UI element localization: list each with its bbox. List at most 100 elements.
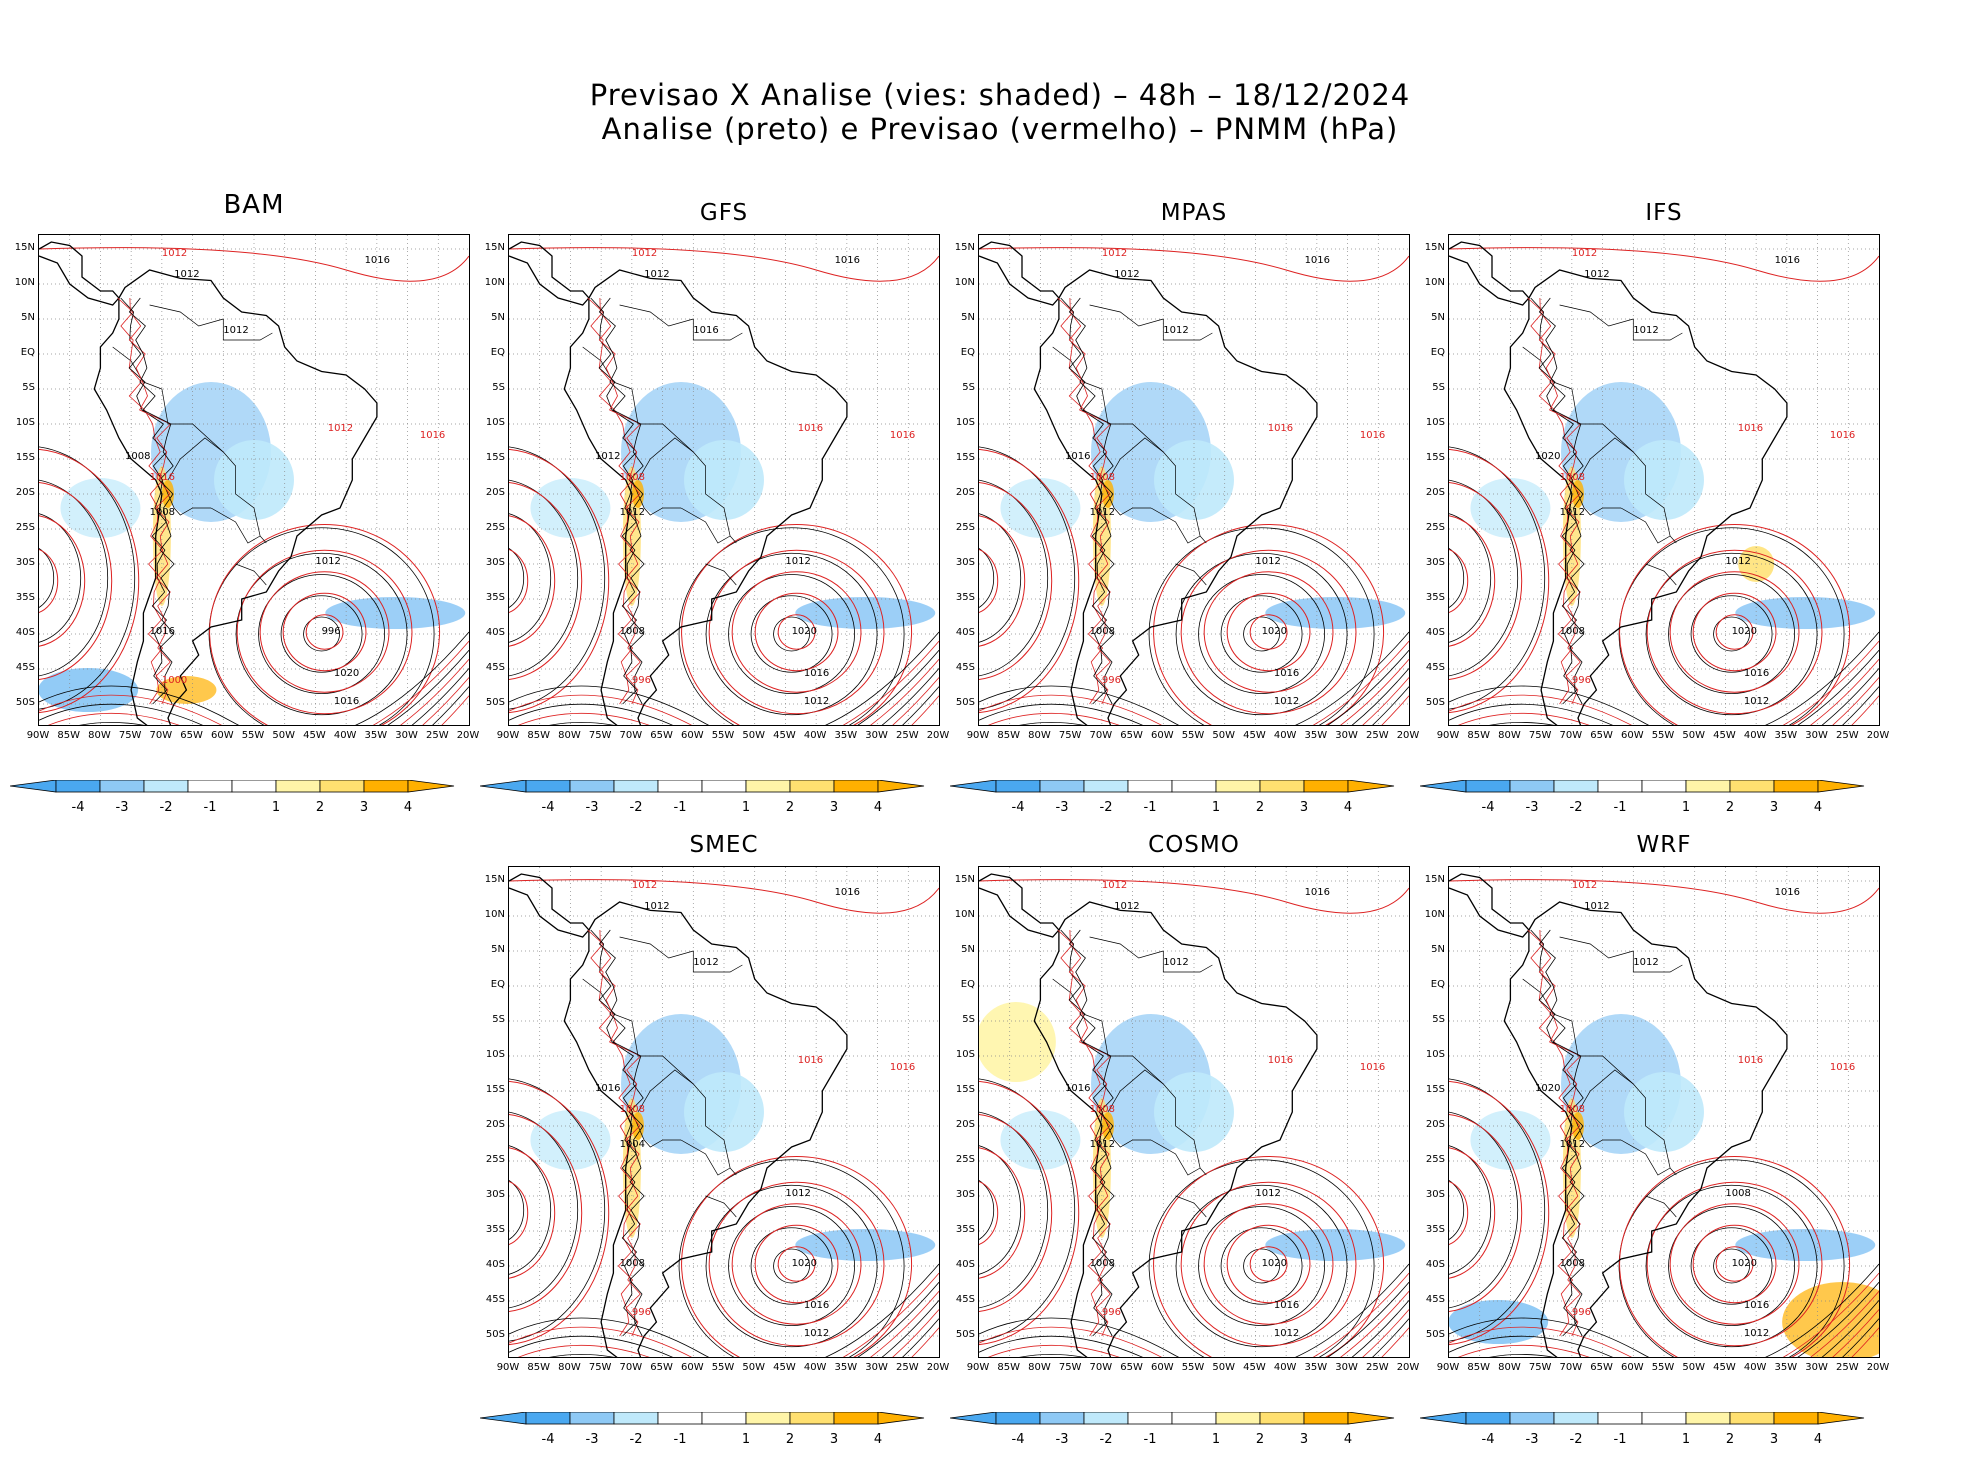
lat-tick-label: 30S bbox=[1425, 557, 1445, 568]
isobar-label: 1016 bbox=[1830, 430, 1855, 441]
lon-tick-label: 80W bbox=[558, 1362, 581, 1373]
colorbar-label: -3 bbox=[585, 800, 599, 815]
colorbar-swatch bbox=[1465, 779, 1511, 793]
colorbar-label: 3 bbox=[829, 1432, 839, 1447]
pressure-map: 1012 1016 1012 1016 1012 1008 1012 1016 1008 996 1… bbox=[508, 234, 940, 726]
lon-tick-label: 65W bbox=[650, 1362, 673, 1373]
colorbar-swatch bbox=[1259, 1411, 1305, 1425]
isobar-label: 1016 bbox=[835, 887, 860, 898]
lat-tick-label: 50S bbox=[485, 1329, 505, 1340]
colorbar-swatch bbox=[613, 779, 659, 793]
colorbar-swatch bbox=[1215, 779, 1261, 793]
model-panel-smec: SMEC 15N 10N 5N EQ 5S 10S 15S 20S 25S 30S 35S 40S 45S… bbox=[470, 832, 950, 1472]
lat-tick-label: 25S bbox=[955, 1154, 975, 1165]
lon-tick-label: 75W bbox=[1058, 1362, 1082, 1373]
lon-tick-label: 45W bbox=[303, 730, 326, 741]
lon-tick-label: 20W bbox=[1396, 730, 1420, 741]
country-border bbox=[1150, 1139, 1201, 1176]
colorbar-label: 1 bbox=[741, 1432, 751, 1447]
lon-tick-label: 60W bbox=[1150, 1362, 1174, 1373]
figure-title-line2: Analise (preto) e Previsao (vermelho) – … bbox=[601, 112, 1399, 146]
colorbar-label: -4 bbox=[1481, 800, 1495, 815]
negative-bias-area bbox=[1265, 597, 1406, 629]
isobar-label: 1012 bbox=[1163, 325, 1188, 336]
colorbar-swatch bbox=[569, 779, 615, 793]
colorbar-swatch bbox=[1553, 1411, 1599, 1425]
lon-tick-label: 20W bbox=[926, 730, 950, 741]
negative-bias-area bbox=[60, 478, 141, 538]
colorbar-label: 3 bbox=[1299, 800, 1309, 815]
lon-tick-label: 20W bbox=[1866, 1362, 1890, 1373]
lat-tick-label: 10N bbox=[1424, 909, 1445, 920]
negative-bias-area bbox=[795, 1229, 936, 1261]
lon-tick-label: 50W bbox=[272, 730, 296, 741]
lat-tick-label: 5N bbox=[491, 312, 505, 323]
isobar-label: 1012 bbox=[632, 248, 657, 259]
isobar-label: 1020 bbox=[792, 626, 817, 637]
lat-tick-label: 50S bbox=[1425, 1329, 1445, 1340]
colorbar-label: -1 bbox=[1143, 1432, 1157, 1447]
isobar-label: 1016 bbox=[1830, 1062, 1855, 1073]
country-border bbox=[1107, 437, 1164, 481]
lat-tick-label: 10N bbox=[954, 277, 975, 288]
negative-bias-area bbox=[530, 478, 611, 538]
isobar-label: 1008 bbox=[1560, 1258, 1585, 1269]
country-border bbox=[705, 563, 737, 586]
lat-tick-label: 15S bbox=[1425, 1084, 1445, 1095]
lat-tick-label: 15S bbox=[485, 452, 505, 463]
isobar-label: 996 bbox=[632, 675, 651, 686]
lat-tick-label: 35S bbox=[15, 592, 35, 603]
central-america-coastline bbox=[979, 241, 1060, 306]
isobar-label: 1016 bbox=[1775, 255, 1800, 266]
lon-tick-label: 35W bbox=[1774, 730, 1798, 741]
bias-colorbar: -4 -3 -2 -1 1 2 3 4 bbox=[479, 779, 950, 820]
country-border bbox=[680, 1139, 731, 1176]
isobar-label: 1020 bbox=[792, 1258, 817, 1269]
lat-tick-label: 25S bbox=[485, 522, 505, 533]
colorbar-swatch bbox=[789, 1411, 835, 1425]
colorbar-swatch bbox=[1641, 1411, 1687, 1425]
isobar-label: 1012 bbox=[162, 248, 187, 259]
isobar-label: 1008 bbox=[1725, 1188, 1750, 1199]
lon-tick-label: 45W bbox=[1243, 1362, 1266, 1373]
colorbar-label: -4 bbox=[1481, 1432, 1495, 1447]
colorbar-label: 4 bbox=[873, 800, 883, 815]
isobar-label: 1008 bbox=[1090, 626, 1115, 637]
lat-tick-label: 10N bbox=[14, 277, 35, 288]
colorbar-label: 3 bbox=[1769, 1432, 1779, 1447]
isobar-label: 1012 bbox=[1633, 325, 1658, 336]
colorbar-swatch bbox=[1597, 779, 1643, 793]
lat-tick-label: 15S bbox=[485, 1084, 505, 1095]
country-border bbox=[1162, 951, 1213, 973]
negative-bias-area bbox=[1154, 1072, 1234, 1152]
bias-colorbar: -4 -3 -2 -1 1 2 3 4 bbox=[479, 1411, 950, 1452]
lat-tick-label: 5N bbox=[1431, 312, 1445, 323]
colorbar-swatch bbox=[1127, 1411, 1173, 1425]
lon-tick-label: 70W bbox=[619, 730, 643, 741]
model-panel-cosmo: COSMO 15N 10N 5N EQ 5S 10S 15S 20S 25S 30S 35S 40S 45… bbox=[940, 832, 1420, 1472]
model-panel-gfs: GFS 15N 10N 5N EQ 5S 10S 15S 20S 25S 30S 35S 40S 45S 5… bbox=[470, 200, 950, 840]
isobar-label: 1008 bbox=[1090, 1258, 1115, 1269]
lat-tick-label: 15N bbox=[954, 874, 975, 885]
lat-tick-label: 5N bbox=[21, 312, 35, 323]
negative-bias-area bbox=[1000, 1110, 1081, 1170]
isobar-label: 1020 bbox=[1262, 626, 1287, 637]
lon-tick-label: 70W bbox=[149, 730, 173, 741]
isobar-label: 1012 bbox=[315, 556, 340, 567]
lat-tick-label: 10N bbox=[484, 909, 505, 920]
colorbar-swatch bbox=[1465, 1411, 1511, 1425]
colorbar-label: 1 bbox=[1211, 800, 1221, 815]
lat-tick-label: 15S bbox=[955, 1084, 975, 1095]
lat-tick-label: 20S bbox=[1425, 1119, 1445, 1130]
isobar-label: 1012 bbox=[1274, 1328, 1299, 1339]
lat-tick-label: 20S bbox=[955, 1119, 975, 1130]
isobar-label: 1016 bbox=[1274, 668, 1299, 679]
south-america-coastline bbox=[563, 901, 848, 1357]
country-border bbox=[1645, 563, 1677, 586]
country-border bbox=[1150, 507, 1201, 544]
country-border bbox=[167, 437, 224, 481]
lon-tick-label: 55W bbox=[1651, 1362, 1675, 1373]
pressure-map: 1012 1016 1012 1012 1020 1008 1012 1016 1008 996 1… bbox=[1448, 866, 1880, 1358]
lon-tick-label: 80W bbox=[1028, 1362, 1051, 1373]
colorbar-label: -1 bbox=[203, 800, 217, 815]
